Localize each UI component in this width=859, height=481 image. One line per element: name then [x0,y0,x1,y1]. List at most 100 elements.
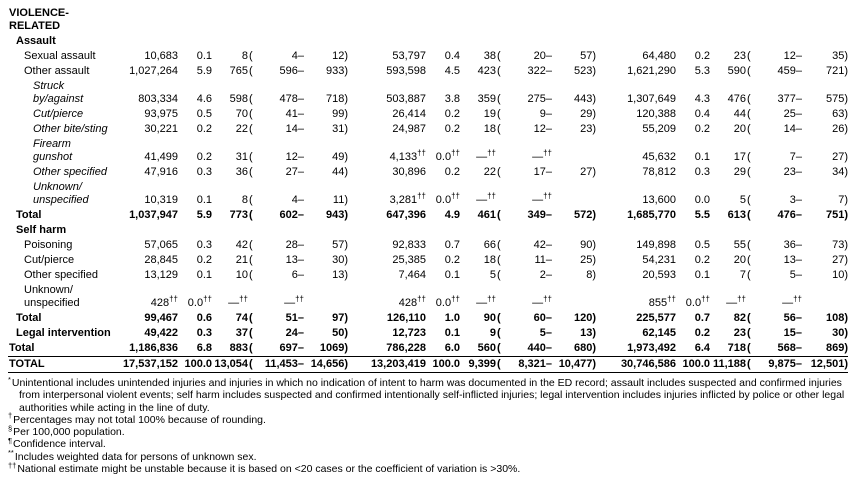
cell-paren: ( [747,209,751,221]
cell-rate: 7 [739,269,746,281]
cell-cihi: 26) [832,123,848,135]
cell-pct: 3.8 [444,93,460,105]
cell-num [112,34,178,49]
cell-rate [710,6,746,34]
cell-pct: 6.0 [444,342,460,354]
cell-cihi: 49) [332,151,348,163]
cell-pct: 0.3 [196,327,212,339]
cell-num: 47,916 [144,166,178,178]
cell-cilo: 20– [533,50,552,62]
cell-cilo [504,223,552,238]
table-row: Other specified 13,129 0.1 10(6– 13) 7,464 0.1… [8,268,848,283]
cell-rate [212,223,248,238]
cell-rate: —†† [476,294,496,309]
cell-num: 12,723 [392,327,426,339]
cell-num: 7,464 [398,269,426,281]
table-row: Firearm gunshot 41,499 0.2 31(12– 49) 4,133††… [8,137,848,165]
cell-cihi: 97) [332,312,348,324]
cell-cihi: 12,501) [802,356,848,373]
cell-cilo: 11– [534,254,552,266]
cell-rate: 8 [241,50,248,62]
cell-rate: 8 [241,194,248,206]
row-label: Firearm gunshot [33,138,73,163]
cell-num: 10,683 [144,50,178,62]
cell-cihi [552,180,596,208]
table-row: Struck by/against 803,334 4.6 598(478– 718) 5… [8,79,848,107]
cell-cihi [552,6,596,34]
footnote: *Unintentional includes unintended injur… [8,375,851,414]
cell-pct: 0.1 [694,151,710,163]
cell-cihi: 7) [838,194,848,206]
cell-cihi: 73) [832,239,848,251]
cell-paren [746,223,754,238]
row-label: Cut/pierce [24,254,75,266]
cell-pct [178,6,212,34]
cell-cilo: 28– [285,239,304,251]
cell-num: 24,987 [392,123,426,135]
cell-pct: 5.5 [694,209,710,221]
cell-num [348,34,426,49]
cell-rate: 590 [727,65,746,77]
cell-cihi: 63) [832,108,848,120]
cell-pct: 0.1 [444,327,460,339]
cell-pct: 4.6 [196,93,212,105]
cell-cilo: 596– [279,65,304,77]
cell-rate: 10 [235,269,248,281]
table-row: TOTAL 17,537,152 100.0 13,054(11,453– 14,656… [8,356,848,373]
cell-rate: 5 [489,269,496,281]
cell-paren: ( [249,269,253,281]
cell-cihi: 572) [573,209,596,221]
cell-cihi: 120) [573,312,596,324]
row-label: Other specified [33,166,107,178]
cell-pct: 0.2 [694,327,710,339]
cell-cilo: 568– [777,342,802,354]
cell-rate: 9,399 [460,356,496,373]
cell-cilo: 459– [777,65,802,77]
cell-num: 45,632 [642,151,676,163]
cell-cilo: 51– [285,312,304,324]
cell-num: 57,065 [144,239,178,251]
cell-rate [710,223,746,238]
cell-paren: ( [747,327,751,339]
cell-rate: 37 [235,327,248,339]
cell-paren: ( [249,151,253,163]
row-label: Assault [16,35,56,47]
cell-num: 1,685,770 [627,209,676,221]
cell-paren: ( [249,254,253,266]
cell-cilo: 13– [783,254,802,266]
row-label: Other assault [24,65,90,77]
cell-cihi: 23) [580,123,596,135]
cell-paren: ( [747,108,751,120]
cell-rate: 560 [477,342,496,354]
cell-cihi: 943) [325,209,348,221]
cell-cihi: 108) [825,312,848,324]
cell-rate: 82 [733,312,746,324]
cell-paren: ( [497,209,501,221]
footnote-text: Per 100,000 population. [13,426,125,439]
cell-cihi: 869) [825,342,848,354]
cell-cihi: 10,477) [552,356,596,373]
table-row: Poisoning 57,065 0.3 42(28– 57) 92,833 0.7 66(4… [8,238,848,253]
cell-num [112,6,178,34]
cell-paren: ( [747,312,751,324]
footnote-text: National estimate might be unstable beca… [17,463,521,476]
cell-rate: 476 [727,93,746,105]
cell-paren: ( [249,327,253,339]
cell-pct: 4.5 [444,65,460,77]
cell-num: 30,746,586 [596,356,676,373]
cell-rate: 42 [235,239,248,251]
cell-rate: 461 [477,209,496,221]
cell-cilo: 27– [285,166,304,178]
cell-cihi: 575) [825,93,848,105]
footnote-text: Unintentional includes unintended injuri… [11,377,845,414]
cell-num: 25,385 [392,254,426,266]
cell-pct: 0.0†† [685,294,710,309]
cell-cilo: 9,875– [754,356,802,373]
cell-num: 647,396 [386,209,426,221]
cell-pct: 0.0†† [187,294,212,309]
cell-cilo: 5– [789,269,802,281]
cell-paren: ( [747,239,751,251]
cell-cilo: 12– [783,50,802,62]
cell-pct: 0.6 [196,312,212,324]
cell-cihi: 44) [332,166,348,178]
